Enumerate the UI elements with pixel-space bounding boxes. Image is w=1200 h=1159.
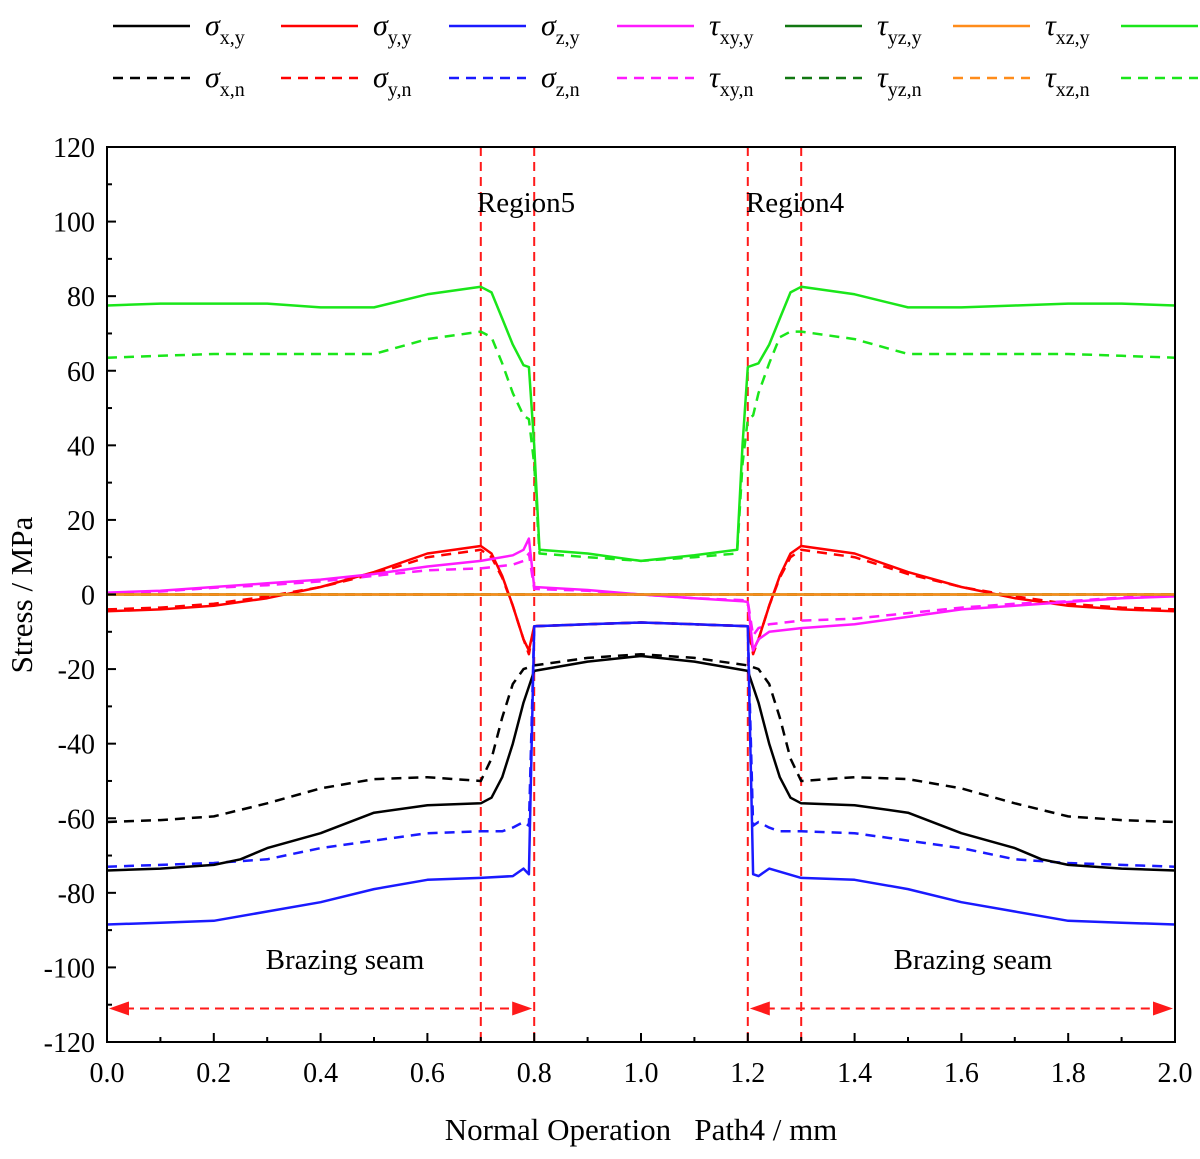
y-tick-label: 120 [53,133,95,164]
y-tick-label: -60 [58,804,95,835]
x-tick-label: 0.2 [196,1058,231,1089]
brazing-seam-right-label: Brazing seam [894,944,1053,976]
legend-item-z-n: σz,n [449,61,580,101]
region4-label: Region4 [746,187,845,219]
legend-item-z-y: σz,y [449,9,580,49]
series-line-x-y [106,654,1176,872]
x-tick-label: 1.4 [837,1058,872,1089]
legend-label: τxy,y [709,9,753,49]
x-tick-label: 0.0 [90,1058,125,1089]
series-layer [106,285,1176,926]
series-line-y-n [106,548,1176,656]
series-line-x-n [106,652,1176,824]
y-axis-label: Stress / MPa [4,516,39,673]
y-tick-label: 80 [67,282,95,313]
brazing-seam-left-label: Brazing seam [266,944,425,976]
y-tick-label: -100 [44,953,95,984]
legend-item-xy-n: τxy,n [617,61,753,101]
legend-label: τyz,n [877,61,922,101]
legend-item-xz-y: τxz,y [953,9,1090,49]
legend-item-y-y: σy,y [281,9,412,49]
x-axis-label: Normal Operation Path4 / mm [445,1112,838,1147]
x-tick-label: 0.6 [410,1058,445,1089]
legend-item-xy-y: τxy,y [617,9,753,49]
legend: σx,y σy,y σz,y τxy,y τyz,y τxz,y σr,y σx,n σy,n σ… [113,9,1198,101]
x-tick-label: 2.0 [1158,1058,1193,1089]
legend-label: τxy,n [709,61,753,101]
legend-label: τxz,n [1045,61,1090,101]
y-tick-label: 60 [67,357,95,388]
legend-label: σz,n [541,61,580,101]
y-axis-ticks: 120 100 80 60 40 20 0 -20 -40 -60 -80 -100 -120 [44,133,116,1059]
series-line-z-n [106,621,1176,868]
x-tick-label: 1.0 [624,1058,659,1089]
legend-item-yz-y: τyz,y [785,9,922,49]
legend-item-x-y: σx,y [113,9,245,49]
legend-label: σz,y [541,9,580,49]
x-axis-ticks: 0.0 0.2 0.4 0.6 0.8 1.0 1.2 1.4 1.6 1.8 2.0 [90,1033,1193,1089]
brazing-seam-arrow-1 [749,1001,1173,1016]
y-tick-label: -120 [44,1028,95,1059]
y-tick-label: 40 [67,431,95,462]
x-tick-label: 1.8 [1051,1058,1086,1089]
legend-label: σx,y [205,9,245,49]
legend-label: σy,y [373,9,412,49]
y-tick-label: -40 [58,730,95,761]
legend-item-xz-n: τxz,n [953,61,1090,101]
series-line-z-y [106,621,1176,926]
region5-label: Region5 [477,187,575,219]
x-tick-label: 0.4 [303,1058,338,1089]
x-tick-label: 1.2 [730,1058,765,1089]
legend-label: σy,n [373,61,412,101]
x-tick-label: 1.6 [944,1058,979,1089]
series-line-r-n [106,330,1176,563]
legend-item-r-y: σr,y [1121,24,1198,28]
annotations: Region5 Region4 Brazing seam Brazing sea… [266,187,1053,976]
legend-label: τyz,y [877,9,922,49]
legend-item-yz-n: τyz,n [785,61,922,101]
x-tick-label: 0.8 [517,1058,552,1089]
legend-item-r-n: σr,n [1121,76,1198,80]
series-line-xy-y [106,537,1176,652]
series-line-r-y [106,285,1176,563]
brazing-seam-arrow-0 [109,1001,533,1016]
y-tick-label: -20 [58,655,95,686]
y-tick-label: -80 [58,879,95,910]
legend-label: τxz,y [1045,9,1090,49]
y-tick-label: 20 [67,506,95,537]
legend-label: σx,n [205,61,245,101]
legend-item-y-n: σy,n [281,61,412,101]
y-tick-label: 0 [81,581,95,612]
y-tick-label: 100 [53,208,95,239]
reference-lines [109,147,1173,1042]
legend-item-x-n: σx,n [113,61,245,101]
